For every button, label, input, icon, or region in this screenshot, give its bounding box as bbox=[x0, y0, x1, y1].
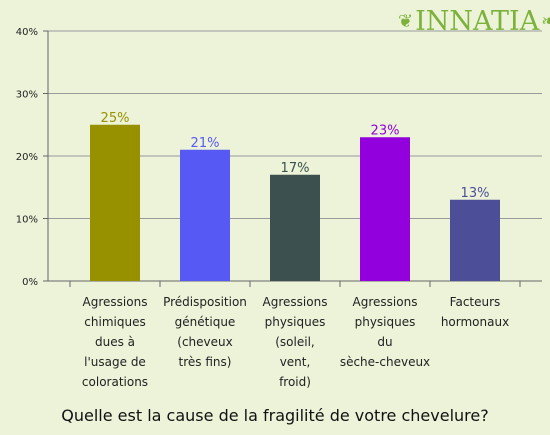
y-tick-label: 40% bbox=[16, 27, 38, 38]
x-tick-label: très fins) bbox=[179, 355, 232, 369]
x-tick-label: colorations bbox=[82, 375, 148, 389]
bar-chart: 0% 10% 20% 30% 40% 25% Agressions chimiques dues… bbox=[16, 27, 542, 389]
x-tick-label: dues à bbox=[95, 335, 135, 349]
y-tick-label: 20% bbox=[16, 152, 38, 163]
x-tick-label: génétique bbox=[175, 315, 236, 329]
data-label: 17% bbox=[281, 161, 310, 176]
x-tick-label: Agressions bbox=[83, 295, 148, 309]
x-tick-label: (cheveux bbox=[177, 335, 232, 349]
leaf-left-icon: ❦ bbox=[398, 10, 414, 32]
x-tick-label: hormonaux bbox=[441, 315, 509, 329]
x-tick-label: physiques bbox=[265, 315, 326, 329]
x-tick-label: du bbox=[377, 335, 392, 349]
x-tick-label: Agressions bbox=[263, 295, 328, 309]
x-tick-label: Prédisposition bbox=[163, 295, 247, 309]
data-label: 13% bbox=[461, 186, 490, 201]
bar bbox=[90, 124, 140, 281]
x-tick-label: physiques bbox=[355, 315, 416, 329]
x-tick-label: chimiques bbox=[84, 315, 145, 329]
x-tick-label: froid) bbox=[279, 375, 311, 389]
x-tick-label: sèche-cheveux bbox=[340, 355, 430, 369]
data-label: 21% bbox=[191, 136, 220, 151]
x-tick-label: vent, bbox=[280, 355, 311, 369]
bar bbox=[270, 174, 320, 281]
leaf-right-icon: ❧ bbox=[541, 10, 550, 32]
x-tick-label: (soleil, bbox=[275, 335, 314, 349]
x-tick-label: l'usage de bbox=[84, 355, 146, 369]
y-tick-label: 10% bbox=[16, 215, 38, 226]
bar bbox=[360, 137, 410, 281]
y-tick-label: 30% bbox=[16, 90, 38, 101]
bar bbox=[180, 149, 230, 281]
x-tick-label: Agressions bbox=[353, 295, 418, 309]
chart-title: Quelle est la cause de la fragilité de v… bbox=[61, 406, 489, 425]
data-label: 25% bbox=[101, 111, 130, 126]
y-tick-label: 0% bbox=[22, 277, 38, 288]
data-label: 23% bbox=[371, 123, 400, 138]
x-tick-label: Facteurs bbox=[450, 295, 501, 309]
bar bbox=[450, 199, 500, 281]
